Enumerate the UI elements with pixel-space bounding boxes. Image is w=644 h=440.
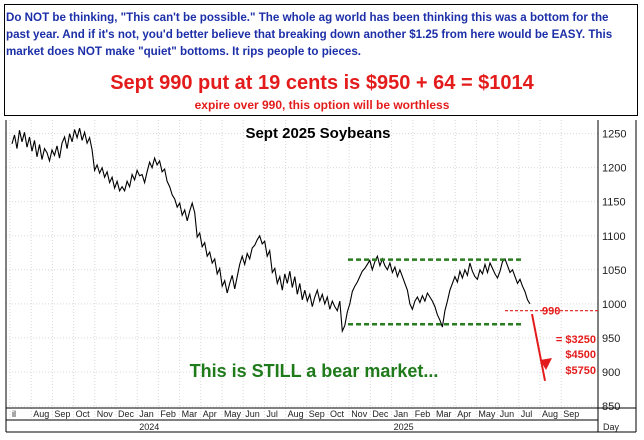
target-label: $5750 [565, 365, 596, 377]
y-tick-label: 900 [602, 367, 620, 379]
x-month-label: May [478, 409, 496, 419]
x-month-label: Aug [288, 409, 304, 419]
x-month-label: Jul [521, 409, 533, 419]
x-month-label: Mar [436, 409, 452, 419]
target-label: $4500 [565, 349, 596, 361]
y-tick-label: 1200 [602, 163, 626, 175]
put-option-headline: Sept 990 put at 19 cents is $950 + 64 = … [110, 72, 534, 94]
x-month-label: Nov [351, 409, 368, 419]
chart-title: Sept 2025 Soybeans [245, 125, 390, 142]
x-month-label: Oct [330, 409, 345, 419]
down-arrow-head [540, 358, 552, 370]
x-month-label: Apr [203, 409, 217, 419]
day-label: Day [603, 422, 620, 432]
x-month-label: Aug [542, 409, 558, 419]
expire-note: expire over 990, this option will be wor… [194, 98, 450, 112]
x-month-label: Jan [394, 409, 409, 419]
plot-background [6, 120, 598, 432]
x-year-label: 2024 [139, 422, 159, 432]
strike-label: 990 [542, 306, 560, 318]
x-month-label: May [224, 409, 242, 419]
y-tick-label: 1250 [602, 129, 626, 141]
x-month-label: Oct [76, 409, 91, 419]
commentary-text: Do NOT be thinking, "This can't be possi… [6, 11, 613, 58]
y-tick-label: 1150 [602, 197, 626, 209]
x-month-label: Feb [160, 409, 176, 419]
x-month-label: Dec [118, 409, 135, 419]
x-month-label: Aug [33, 409, 49, 419]
y-tick-label: 850 [602, 401, 620, 413]
commentary-box [4, 4, 638, 116]
y-tick-label: 1100 [602, 231, 626, 243]
x-month-label: Sep [54, 409, 70, 419]
x-month-label: Jun [500, 409, 515, 419]
x-month-label: Nov [97, 409, 114, 419]
x-month-label: Jul [266, 409, 278, 419]
x-month-label: Dec [372, 409, 389, 419]
price-line [11, 128, 531, 334]
x-month-label: il [12, 409, 16, 419]
x-month-label: Sep [309, 409, 325, 419]
x-month-label: Jan [139, 409, 154, 419]
target-label: = $3250 [556, 334, 596, 346]
down-arrow-shaft [531, 313, 546, 381]
y-tick-label: 1050 [602, 265, 626, 277]
x-year-label: 2025 [394, 422, 414, 432]
x-month-label: Mar [182, 409, 198, 419]
x-month-label: Apr [457, 409, 471, 419]
y-tick-label: 1000 [602, 299, 626, 311]
bear-market-caption: This is STILL a bear market... [190, 361, 439, 381]
x-month-label: Feb [415, 409, 431, 419]
x-month-label: Sep [563, 409, 579, 419]
x-month-label: Jun [245, 409, 260, 419]
y-tick-label: 950 [602, 333, 620, 345]
